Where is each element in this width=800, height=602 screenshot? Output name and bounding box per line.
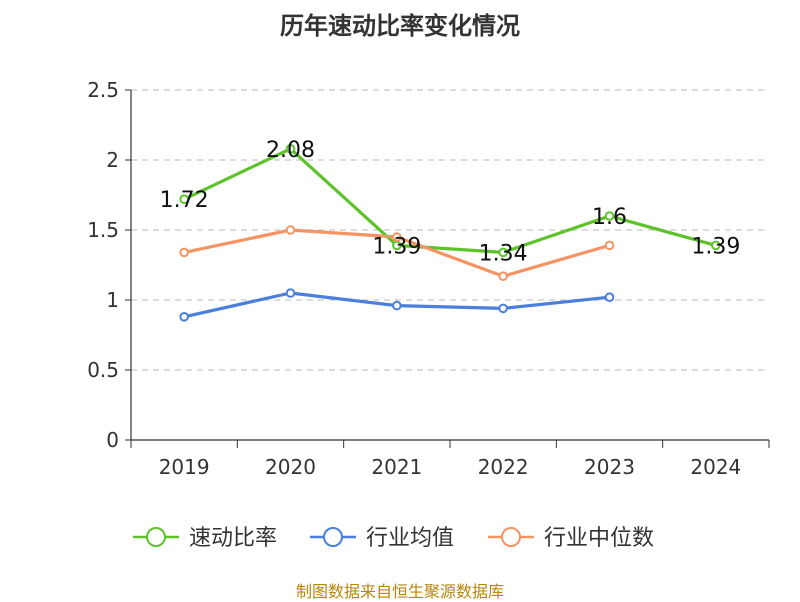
data-point [179, 194, 189, 204]
data-point [498, 271, 508, 282]
data-point [498, 247, 508, 258]
y-tick-label: 2 [106, 148, 119, 172]
data-point [392, 232, 402, 242]
data-label: 1.39 [691, 234, 740, 259]
data-point [285, 144, 296, 154]
data-point [285, 225, 296, 235]
legend-marker [146, 527, 166, 547]
data-label: 2.08 [266, 138, 315, 163]
y-tick-label: 1.5 [87, 218, 119, 242]
y-tick-label: 0 [106, 428, 119, 452]
chart-title: 历年速动比率变化情况 [280, 12, 520, 40]
data-labels: 1.72 2.08 1.39 1.34 1.6 1.39 [160, 138, 741, 267]
x-tick-label: 2020 [265, 455, 316, 479]
legend-label: 速动比率 [189, 526, 277, 551]
data-label: 1.34 [479, 241, 528, 266]
data-point [179, 312, 189, 322]
data-point [179, 247, 189, 258]
axes: 0 0.5 1 1.5 2 2.5 2019 2020 2021 2022 2023 2024 [87, 78, 770, 479]
data-point [285, 288, 296, 298]
source-note: 制图数据来自恒生聚源数据库 [295, 582, 504, 601]
data-label: 1.72 [160, 188, 209, 213]
y-tick-label: 0.5 [87, 358, 119, 382]
x-tick-label: 2023 [584, 455, 635, 479]
x-tick-label: 2021 [371, 455, 422, 479]
legend-label: 行业均值 [366, 526, 454, 551]
data-point [604, 240, 615, 251]
data-point [498, 303, 508, 314]
data-label: 1.6 [592, 205, 627, 230]
data-point [604, 292, 615, 303]
grid-lines [131, 89, 769, 371]
y-tick-label: 1 [106, 288, 119, 312]
legend-label: 行业中位数 [544, 526, 654, 551]
legend-marker [323, 527, 343, 547]
y-tick-label: 2.5 [87, 78, 119, 102]
x-tick-label: 2019 [159, 455, 210, 479]
x-tick-label: 2022 [478, 455, 529, 479]
series-line [183, 147, 717, 254]
data-point [711, 240, 721, 251]
series-lines [179, 144, 721, 322]
data-point [392, 300, 402, 311]
legend-marker [501, 527, 521, 547]
data-label: 1.39 [372, 234, 421, 259]
x-tick-label: 2024 [690, 455, 741, 479]
legend: 速动比率 行业均值 行业中位数 [133, 526, 654, 551]
data-point [604, 211, 615, 221]
